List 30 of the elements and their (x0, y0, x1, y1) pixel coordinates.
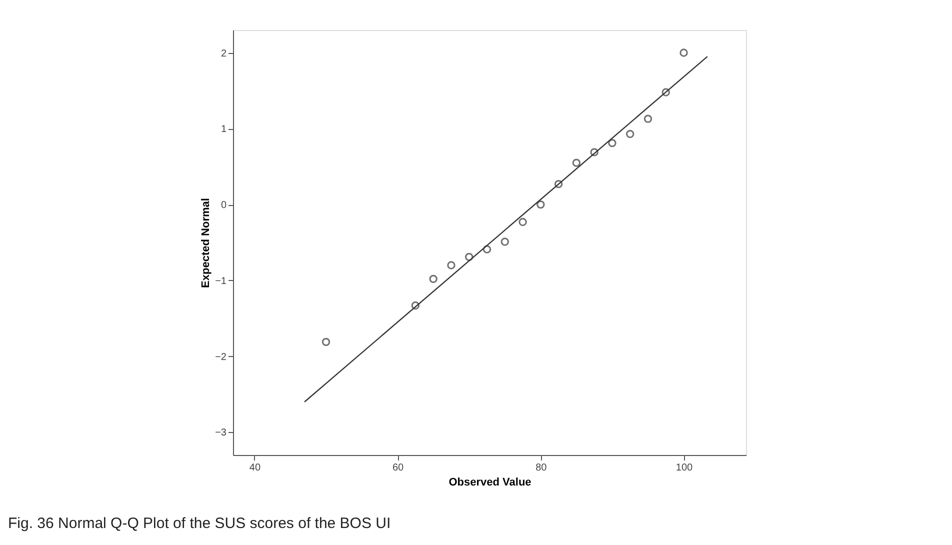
point (608, 138, 616, 148)
point (518, 218, 527, 226)
point (500, 238, 509, 246)
point (482, 245, 492, 254)
point (572, 158, 581, 167)
y-tick-label: −1 (215, 276, 227, 287)
y-tick-label: 1 (220, 124, 227, 136)
point (554, 180, 563, 188)
x-tick-label: 100 (676, 462, 694, 474)
point (536, 200, 545, 209)
point (626, 130, 634, 138)
point (411, 301, 420, 310)
point (590, 148, 598, 156)
y-tick-label: 0 (220, 200, 227, 212)
point (465, 252, 474, 262)
point (429, 274, 438, 284)
caption: Fig. 36 Normal Q-Q Plot of the SUS scores of the BOS UI (8, 515, 391, 532)
x-tick-label: 80 (536, 462, 548, 474)
point (447, 261, 456, 270)
y-tick-label: −3 (215, 428, 227, 439)
point (662, 88, 670, 96)
x-tick-label: 40 (249, 462, 261, 474)
point (680, 48, 688, 57)
y-tick-label: 2 (220, 48, 227, 60)
x-tick-label: 60 (392, 462, 404, 474)
y-axis-title: Expected Normal (200, 198, 212, 288)
x-axis-title: Observed Value (448, 476, 532, 488)
point (322, 338, 330, 346)
y-tick-label: −2 (215, 352, 227, 363)
point (644, 114, 652, 123)
